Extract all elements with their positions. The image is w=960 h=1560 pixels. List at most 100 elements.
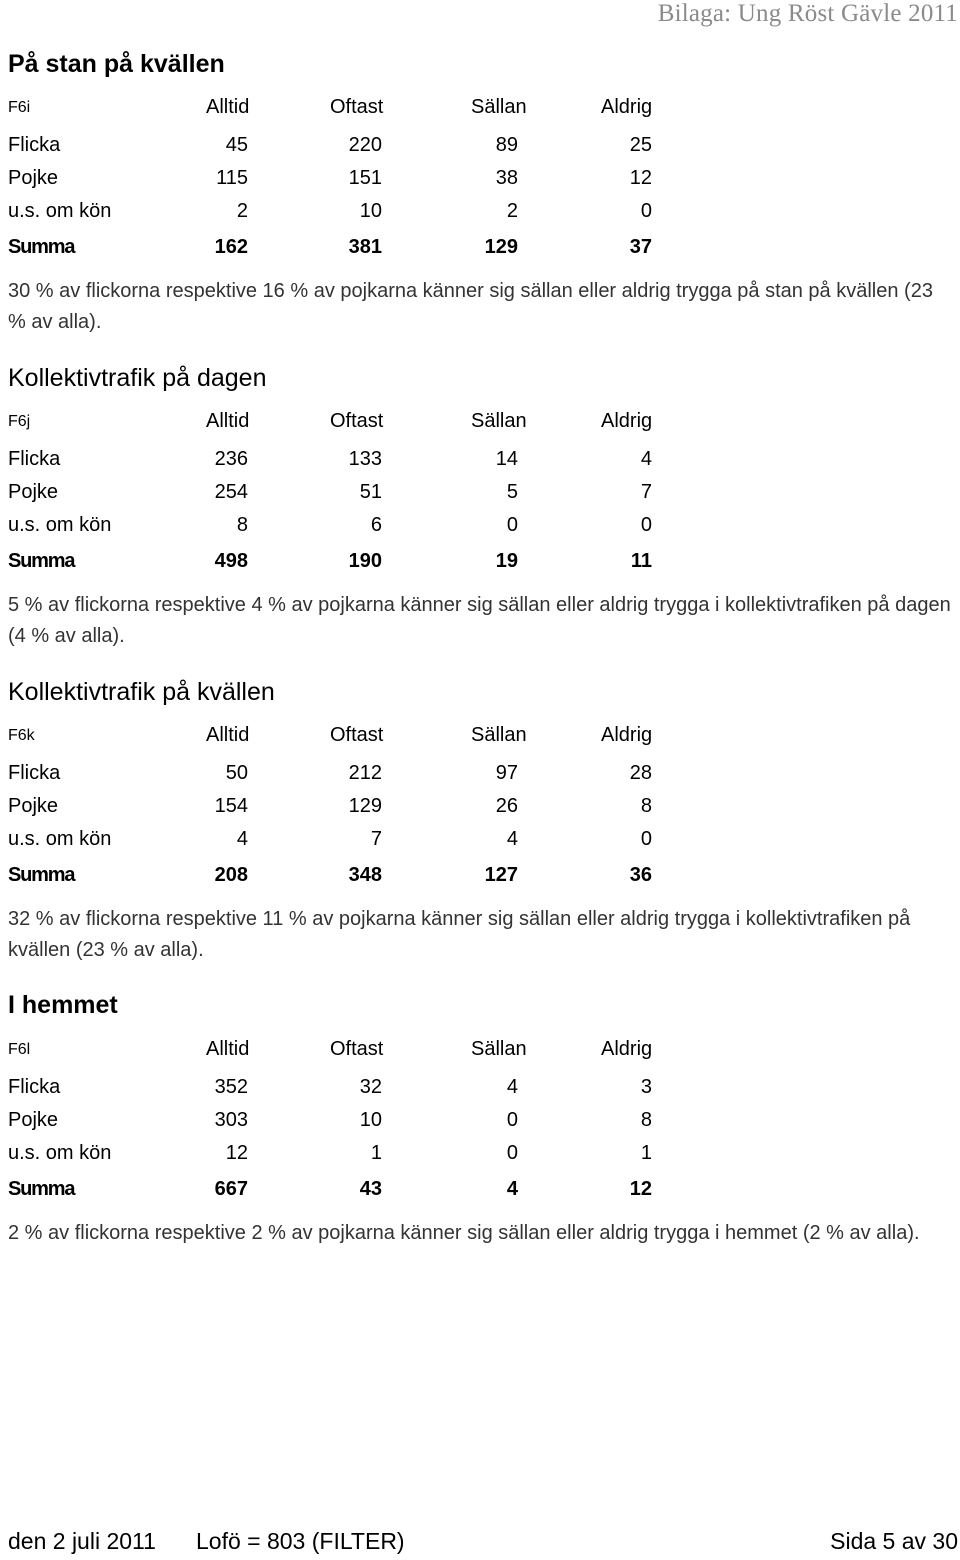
sum-label: Summa [8,236,75,258]
row-label: u.s. om kön [8,828,112,850]
col-header-alltid: Alltid [206,724,250,746]
sum-alltid: 498 [214,550,248,572]
cell-oftast: 129 [348,795,382,817]
summary-note: 30 % av flickorna respektive 16 % av poj… [8,280,933,333]
cell-aldrig: 4 [640,448,652,470]
cell-sallan: 4 [506,1076,518,1098]
table-header-row: F6j Alltid Oftast Sällan Aldrig [8,410,708,440]
col-header-sallan: Sällan [471,96,527,118]
question-id: F6j [8,413,31,430]
table-row: Flicka 45 220 89 25 [8,134,708,164]
sum-aldrig: 12 [629,1178,652,1200]
cell-oftast: 6 [370,514,382,536]
summary-note: 5 % av flickorna respektive 4 % av pojka… [8,594,951,647]
cell-alltid: 4 [236,828,248,850]
cell-sallan: 0 [506,1142,518,1164]
cell-aldrig: 0 [640,828,652,850]
table-header-row: F6l Alltid Oftast Sällan Aldrig [8,1038,708,1068]
col-header-sallan: Sällan [471,724,527,746]
sum-alltid: 667 [214,1178,248,1200]
cell-aldrig: 25 [629,134,652,156]
row-label: u.s. om kön [8,514,112,536]
sum-row: Summa 208 348 127 36 [8,864,708,894]
cell-oftast: 1 [370,1142,382,1164]
sum-sallan: 4 [506,1178,518,1200]
col-header-sallan: Sällan [471,1038,527,1060]
section-title: På stan på kvällen [8,50,225,78]
cell-aldrig: 8 [640,1109,652,1131]
cell-oftast: 212 [348,762,382,784]
cell-alltid: 115 [216,167,248,189]
cell-oftast: 10 [359,200,382,222]
footer-page-number: Sida 5 av 30 [830,1528,958,1554]
col-header-alltid: Alltid [206,410,250,432]
summary-note: 32 % av flickorna respektive 11 % av poj… [8,908,911,961]
question-id: F6k [8,727,35,744]
col-header-oftast: Oftast [330,724,384,746]
col-header-oftast: Oftast [330,96,384,118]
sum-sallan: 127 [484,864,518,886]
cell-aldrig: 8 [640,795,652,817]
sum-oftast: 348 [348,864,382,886]
cell-sallan: 0 [506,514,518,536]
cell-alltid: 45 [225,134,248,156]
sum-oftast: 43 [359,1178,382,1200]
sum-alltid: 162 [214,236,248,258]
row-label: Pojke [8,1109,59,1131]
cell-sallan: 4 [506,828,518,850]
cell-oftast: 51 [359,481,382,503]
cell-alltid: 352 [214,1076,248,1098]
table-header-row: F6i Alltid Oftast Sällan Aldrig [8,96,708,126]
row-label: Flicka [8,134,61,156]
cell-alltid: 50 [225,762,248,784]
row-label: Flicka [8,1076,61,1098]
table-header-row: F6k Alltid Oftast Sällan Aldrig [8,724,708,754]
sum-aldrig: 11 [630,550,652,572]
cell-alltid: 154 [214,795,248,817]
col-header-aldrig: Aldrig [601,410,653,432]
cell-sallan: 97 [495,762,518,784]
table-row: u.s. om kön 4 7 4 0 [8,828,708,858]
cell-oftast: 151 [348,167,382,189]
cell-aldrig: 0 [640,514,652,536]
row-label: Flicka [8,762,61,784]
footer-date: den 2 juli 2011 [8,1528,156,1554]
sum-row: Summa 162 381 129 37 [8,236,708,266]
row-label: Pojke [8,167,59,189]
sum-label: Summa [8,1178,75,1200]
sum-oftast: 190 [348,550,382,572]
section-title: Kollektivtrafik på kvällen [8,678,275,706]
row-label: Flicka [8,448,61,470]
section-title: I hemmet [8,991,118,1019]
cell-sallan: 2 [506,200,518,222]
row-label: u.s. om kön [8,1142,112,1164]
cell-oftast: 220 [348,134,382,156]
row-label: u.s. om kön [8,200,112,222]
col-header-alltid: Alltid [206,96,250,118]
table-row: Pojke 303 10 0 8 [8,1109,708,1139]
cell-aldrig: 12 [629,167,652,189]
sum-aldrig: 37 [629,236,652,258]
table-row: Pojke 154 129 26 8 [8,795,708,825]
appendix-title: Bilaga: Ung Röst Gävle 2011 [657,0,958,27]
sum-label: Summa [8,864,75,886]
question-id: F6i [8,99,31,116]
cell-alltid: 12 [225,1142,248,1164]
table-row: Flicka 236 133 14 4 [8,448,708,478]
table-row: Flicka 352 32 4 3 [8,1076,708,1106]
row-label: Pojke [8,795,59,817]
cell-alltid: 303 [214,1109,248,1131]
cell-sallan: 89 [495,134,518,156]
table-row: Pojke 254 51 5 7 [8,481,708,511]
cell-oftast: 32 [359,1076,382,1098]
cell-alltid: 2 [236,200,248,222]
summary-note: 2 % av flickorna respektive 2 % av pojka… [8,1222,920,1244]
sum-aldrig: 36 [629,864,652,886]
cell-oftast: 133 [348,448,382,470]
sum-alltid: 208 [214,864,248,886]
sum-oftast: 381 [348,236,382,258]
cell-aldrig: 3 [640,1076,652,1098]
sum-label: Summa [8,550,75,572]
question-id: F6l [8,1041,31,1058]
table-row: Pojke 115 151 38 12 [8,167,708,197]
